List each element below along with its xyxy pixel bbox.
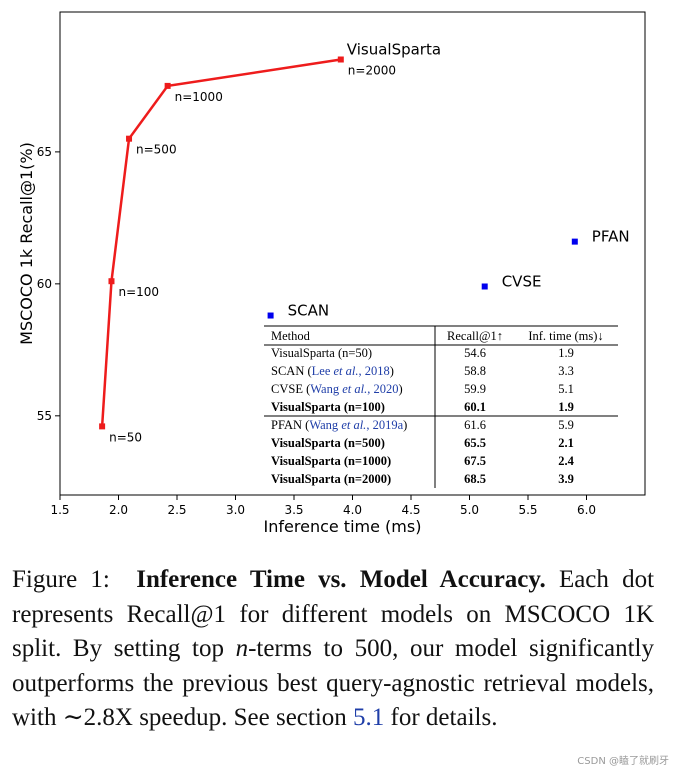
table-cell-method: CVSE (Wang et al., 2020) [271,382,403,396]
baseline-point [267,312,274,319]
baseline-point-label: SCAN [288,302,329,320]
baseline-point [571,238,578,245]
y-axis-label: MSCOCO 1k Recall@1(%) [17,142,36,345]
section-ref-link[interactable]: 5.1 [353,704,385,731]
table-cell-recall: 67.5 [464,454,486,468]
x-tick-label: 5.0 [460,503,479,517]
baseline-point [481,283,488,290]
caption-body-2: -terms to 500, our model significantly o… [12,635,654,731]
visualsparta-point-label: n=2000 [348,64,396,78]
visualsparta-point-label: n=1000 [175,90,223,104]
results-table: Method Recall@1↑ Inf. time (ms)↓ VisualSpar… [264,325,618,488]
figure-caption: Figure 1: Inference Time vs. Model Accur… [12,563,654,736]
table-cell-time: 3.3 [558,364,574,378]
x-tick-label: 3.5 [284,503,303,517]
table-cell-time: 5.9 [558,418,574,432]
table-cell-recall: 58.8 [464,364,486,378]
table-header-recall: Recall@1↑ [447,329,503,343]
table-cell-time: 1.9 [558,346,574,360]
watermark: CSDN @瞌了就刷牙 [577,756,669,767]
chart-canvas: 1.5 2.0 2.5 3.0 3.5 4.0 4.5 5.0 5.5 6.0 55 60 65 Infe… [17,11,646,536]
caption-prefix: Figure 1: [12,566,110,593]
table-cell-method: VisualSparta (n=50) [271,346,372,360]
x-tick-label: 2.5 [167,503,186,517]
table-cell-method: VisualSparta (n=1000) [271,454,391,468]
x-tick-label: 2.0 [109,503,128,517]
x-tick-label: 1.5 [50,503,69,517]
visualsparta-point [108,278,115,285]
visualsparta-point [126,135,133,142]
caption-body-3: for details. [384,704,498,731]
x-tick-label: 3.0 [226,503,245,517]
table-cell-recall: 65.5 [464,436,486,450]
visualsparta-point-label: n=500 [136,143,177,157]
y-tick-label: 60 [37,277,52,291]
table-cell-method: VisualSparta (n=500) [271,436,385,450]
table-cell-time: 2.1 [558,436,574,450]
visualsparta-point [164,82,171,89]
table-cell-method: SCAN (Lee et al., 2018) [271,364,394,378]
visualsparta-series-label: VisualSparta [347,41,441,59]
visualsparta-point [99,423,106,430]
table-header-time: Inf. time (ms)↓ [528,329,603,343]
table-cell-method: VisualSparta (n=2000) [271,472,391,486]
baseline-point-label: PFAN [592,228,630,246]
y-tick-label: 55 [37,409,52,423]
x-tick-label: 4.0 [343,503,362,517]
table-header-method: Method [271,329,311,343]
x-axis-label: Inference time (ms) [264,517,422,536]
visualsparta-point-label: n=50 [109,430,142,444]
table-cell-recall: 54.6 [464,346,486,360]
caption-body-1: Each dot represents Recall@1 for differe… [12,566,655,662]
table-cell-recall: 59.9 [464,382,486,396]
table-cell-recall: 68.5 [464,472,486,486]
table-cell-recall: 61.6 [464,418,486,432]
table-cell-time: 3.9 [558,472,574,486]
table-cell-method: VisualSparta (n=100) [271,400,385,414]
table-cell-time: 1.9 [558,400,574,414]
y-tick-label: 65 [37,145,52,159]
table-cell-method: PFAN (Wang et al., 2019a) [271,418,407,432]
visualsparta-point-label: n=100 [118,285,159,299]
table-cell-time: 2.4 [558,454,574,468]
caption-title: Inference Time vs. Model Accuracy. [136,566,546,593]
figure-chart: 1.5 2.0 2.5 3.0 3.5 4.0 4.5 5.0 5.5 6.0 55 60 65 Infe… [17,11,646,536]
baseline-point-label: CVSE [502,272,542,290]
x-tick-label: 6.0 [577,503,596,517]
x-tick-label: 5.5 [518,503,537,517]
visualsparta-point [337,56,344,63]
table-cell-time: 5.1 [558,382,574,396]
x-tick-label: 4.5 [401,503,420,517]
table-cell-recall: 60.1 [464,400,486,414]
caption-italic-n: n [235,635,249,662]
